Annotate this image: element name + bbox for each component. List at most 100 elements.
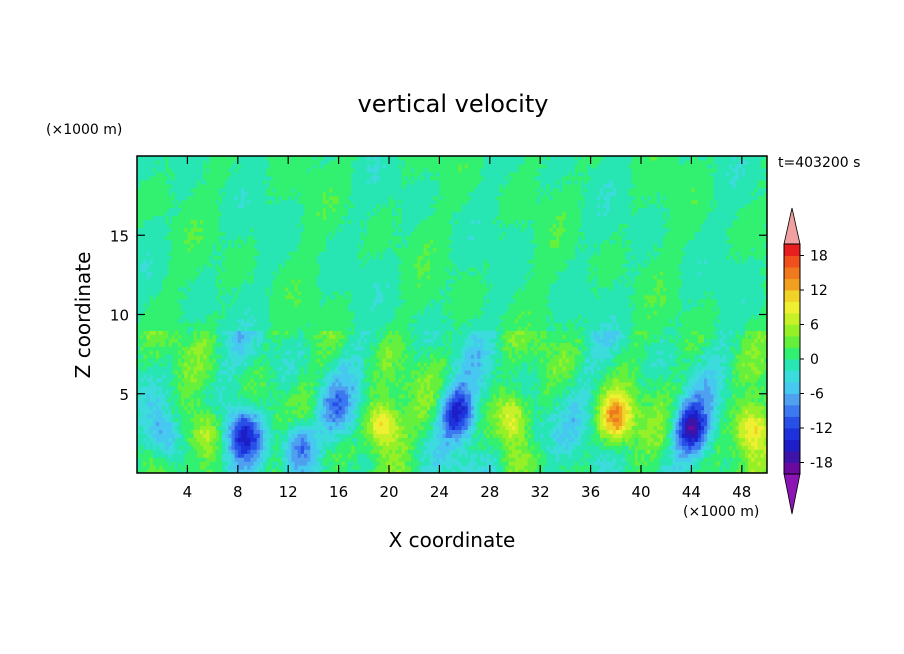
field-cell [263,393,267,399]
field-cell [174,393,179,399]
field-cell [348,441,352,446]
field-cell [448,445,453,450]
field-cell [196,433,201,438]
field-cell [433,401,437,407]
field-cell [215,401,220,407]
field-cell [222,461,226,466]
field-cell [625,377,629,383]
field-cell [748,465,752,470]
field-cell [713,421,718,427]
field-cell [351,469,355,473]
field-cell [278,461,283,466]
field-cell [357,429,362,434]
field-cell [310,389,314,395]
field-cell [300,425,305,431]
field-cell [499,433,503,438]
field-cell [439,413,444,419]
field-cell [700,449,705,454]
field-cell [143,385,148,391]
field-cell [663,385,667,391]
field-cell [420,453,425,458]
field-cell [704,385,708,391]
field-cell [461,417,466,423]
field-cell [637,457,642,462]
field-cell [515,441,519,446]
field-cell [568,429,573,434]
field-cell [543,461,548,466]
field-cell [555,401,560,407]
field-cell [376,417,381,423]
field-cell [263,421,267,427]
field-cell [647,373,652,379]
field-cell [499,425,503,431]
field-cell [606,437,611,442]
field-cell [511,425,516,431]
field-cell [499,389,503,395]
field-cell [259,465,264,470]
field-cell [275,393,280,399]
field-cell [448,437,453,442]
field-cell [137,377,141,383]
field-cell [637,373,642,379]
field-cell [754,405,759,411]
field-cell [237,433,242,438]
field-cell [697,449,702,454]
field-cell [644,441,648,446]
field-cell [719,405,724,411]
field-cell [203,401,207,407]
field-cell [285,437,289,442]
field-cell [596,417,601,423]
field-cell [622,465,626,470]
field-cell [719,389,724,395]
field-cell [294,441,299,446]
field-cell [313,445,318,450]
field-cell [146,421,151,427]
field-cell [395,445,400,450]
field-cell [713,449,718,454]
field-cell [240,445,245,450]
field-cell [411,409,415,415]
field-cell [272,393,277,399]
field-cell [606,417,611,423]
field-cell [373,449,377,454]
field-cell [244,453,248,458]
field-cell [165,461,170,466]
field-cell [401,425,406,431]
field-cell [259,433,264,438]
field-cell [710,385,715,391]
field-cell [486,433,491,438]
field-cell [266,469,270,473]
field-cell [596,449,601,454]
field-cell [622,453,626,458]
field-cell [732,465,737,470]
field-cell [360,445,365,450]
field-cell [760,437,765,442]
field-cell [511,381,516,387]
field-cell [303,397,308,403]
field-cell [395,453,400,458]
field-cell [483,433,488,438]
field-cell [647,401,652,407]
field-cell [401,405,406,411]
field-cell [206,425,211,431]
field-cell [467,401,472,407]
field-cell [445,425,450,431]
field-cell [593,421,598,427]
field-cell [263,465,267,470]
field-cell [596,469,601,473]
field-cell [344,425,349,431]
field-cell [193,397,198,403]
field-cell [492,401,497,407]
field-cell [735,449,740,454]
field-cell [470,409,475,415]
field-cell [203,393,207,399]
field-cell [672,457,677,462]
field-cell [666,457,670,462]
field-cell [426,445,431,450]
field-cell [744,437,749,442]
field-cell [719,425,724,431]
field-cell [688,469,692,473]
field-cell [332,425,337,431]
field-cell [726,405,730,411]
field-cell [420,457,425,462]
